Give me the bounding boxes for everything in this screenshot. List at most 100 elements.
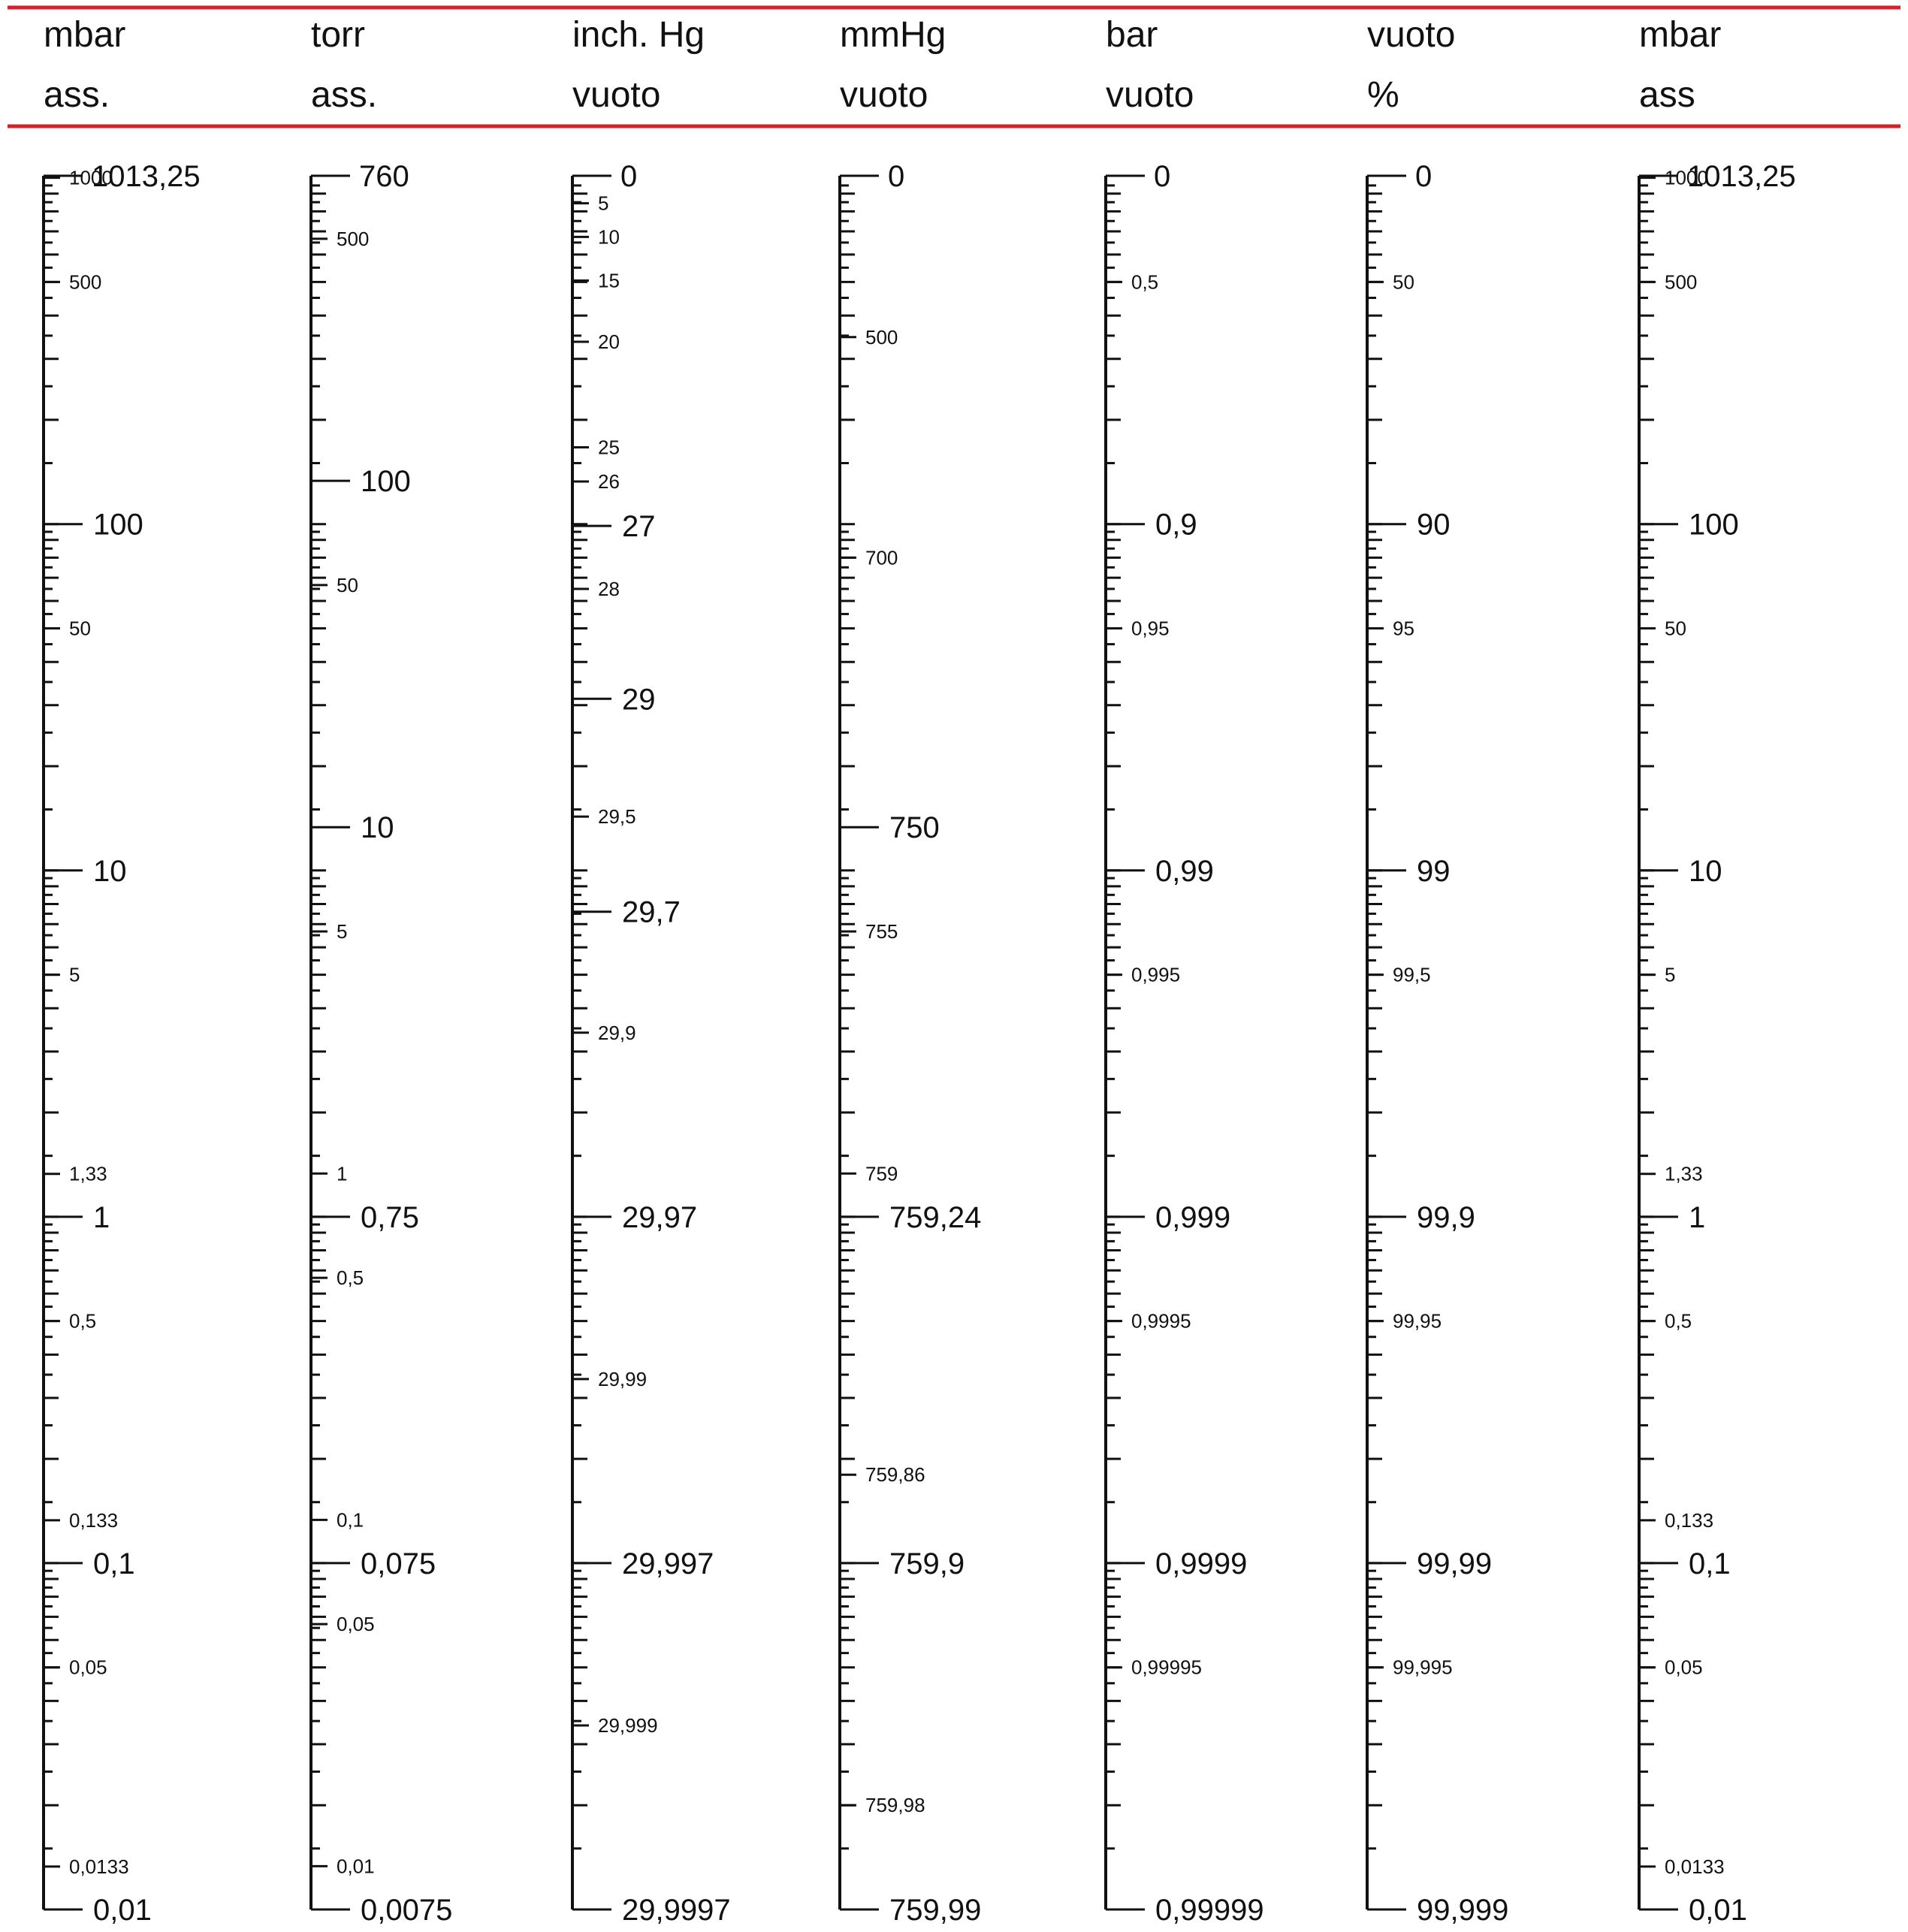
scale-header: mbar <box>1639 15 1721 55</box>
minor-tick-label: 28 <box>598 578 620 600</box>
minor-tick-label: 29,5 <box>598 805 636 828</box>
minor-tick-label: 0,99995 <box>1131 1656 1202 1679</box>
minor-tick-label: 0,995 <box>1131 964 1180 986</box>
minor-tick-label: 5 <box>337 920 347 943</box>
major-tick-label: 759,24 <box>889 1201 981 1234</box>
major-tick-label: 750 <box>889 811 940 844</box>
scale-header: vuoto <box>572 75 660 115</box>
top-value-label: 1013,25 <box>92 160 201 193</box>
major-tick-label: 0,9 <box>1155 509 1197 542</box>
minor-tick-label: 29,999 <box>598 1714 658 1737</box>
major-tick-label: 759,9 <box>889 1547 965 1580</box>
major-tick-label: 29,7 <box>622 896 681 929</box>
major-tick-label: 0,0075 <box>361 1894 452 1927</box>
minor-tick-label: 0,9995 <box>1131 1310 1191 1333</box>
minor-tick-label: 5 <box>1665 964 1675 986</box>
minor-tick-label: 0,01 <box>337 1855 375 1877</box>
minor-tick-label: 0,05 <box>337 1613 375 1635</box>
minor-tick-label: 0,0133 <box>69 1855 129 1878</box>
major-tick-label: 99 <box>1417 855 1451 888</box>
scale-header: inch. Hg <box>572 15 705 55</box>
minor-tick-label: 15 <box>598 269 620 291</box>
scale-header: torr <box>311 15 365 55</box>
major-tick-label: 99,9 <box>1417 1201 1475 1234</box>
top-value-label: 0 <box>1415 160 1432 193</box>
minor-tick-label: 0,95 <box>1131 617 1170 640</box>
minor-tick-label: 0,05 <box>1665 1656 1703 1679</box>
major-tick-label: 1 <box>93 1201 110 1234</box>
minor-tick-label: 0,0133 <box>1665 1855 1725 1878</box>
scale-vacuum-percent: vuoto% 0 90 99 99,9 99,99 99,999 50 95 99,5 99,95 9… <box>1366 15 1508 1927</box>
minor-tick-label: 29,99 <box>598 1368 647 1390</box>
scale-inch-hg-vacuum: inch. Hg vuoto 0 27 29 29,7 29,97 29,997 29,9997… <box>571 15 731 1927</box>
minor-tick-label: 26 <box>598 470 620 493</box>
minor-tick-label: 0,5 <box>1131 270 1158 293</box>
minor-tick-label: 5 <box>69 964 80 986</box>
top-value-label: 1013,25 <box>1687 160 1796 193</box>
minor-tick-label: 759,86 <box>865 1463 925 1486</box>
major-tick-label: 0,075 <box>361 1547 436 1580</box>
minor-tick-label: 0,5 <box>337 1266 364 1289</box>
minor-tick-label: 10 <box>598 225 620 248</box>
minor-tick-label: 50 <box>1393 270 1414 293</box>
major-tick-label: 0,99 <box>1155 855 1214 888</box>
scale-header: mmHg <box>840 15 946 55</box>
scale-header: ass. <box>311 75 377 115</box>
scale-header: % <box>1367 75 1399 115</box>
scale-mbar-abs-left: mbar ass. 1013,25 100 10 1 0,1 0,01 1000 500 50 5 1,… <box>42 15 201 1927</box>
major-tick-label: 100 <box>361 465 411 498</box>
minor-tick-label: 1,33 <box>69 1163 107 1185</box>
minor-tick-label: 755 <box>865 920 898 943</box>
minor-tick-label: 1 <box>337 1162 347 1185</box>
major-tick-label: 29,997 <box>622 1547 714 1580</box>
minor-tick-label: 0,1 <box>337 1508 364 1531</box>
minor-tick-label: 1,33 <box>1665 1163 1703 1185</box>
major-tick-label: 29 <box>622 683 656 716</box>
major-tick-label: 99,99 <box>1417 1547 1492 1580</box>
major-tick-label: 10 <box>93 855 127 888</box>
scale-mbar-abs-right: mbar ass 1013,25 100 10 1 0,1 0,01 1000 500 50 5 1,3… <box>1638 15 1796 1927</box>
minor-tick-label: 500 <box>1665 270 1697 293</box>
minor-tick-label: 500 <box>69 270 101 293</box>
scale-mmhg-vacuum: mmHg vuoto 0 750 759,24 759,9 759,99 500 700 755 7… <box>838 15 981 1927</box>
major-tick-label: 0,1 <box>1689 1547 1731 1580</box>
minor-tick-label: 50 <box>337 574 358 596</box>
minor-tick-label: 0,133 <box>1665 1509 1713 1532</box>
minor-tick-label: 50 <box>69 617 91 640</box>
major-tick-label: 0,01 <box>93 1894 152 1927</box>
major-tick-label: 100 <box>1689 509 1739 542</box>
minor-tick-label: 99,995 <box>1393 1656 1453 1679</box>
scale-torr-abs: torr ass. 760 100 10 0,75 0,075 0,0075 500 50 5 1 0,… <box>309 15 452 1927</box>
major-tick-label: 10 <box>1689 855 1722 888</box>
major-tick-label: 100 <box>93 509 143 542</box>
minor-tick-label: 500 <box>337 228 369 250</box>
minor-tick-label: 29,9 <box>598 1022 636 1044</box>
major-tick-label: 0,1 <box>93 1547 135 1580</box>
major-tick-label: 10 <box>361 811 394 844</box>
scale-header: mbar <box>44 15 125 55</box>
scale-header: ass. <box>44 75 110 115</box>
minor-tick-label: 25 <box>598 436 620 459</box>
top-value-label: 760 <box>359 160 409 193</box>
top-value-label: 0 <box>620 160 637 193</box>
major-tick-label: 29,97 <box>622 1201 697 1234</box>
minor-tick-label: 5 <box>598 192 608 215</box>
top-value-label: 0 <box>1154 160 1170 193</box>
major-tick-label: 0,75 <box>361 1201 419 1234</box>
major-tick-label: 29,9997 <box>622 1894 731 1927</box>
minor-tick-label: 0,5 <box>69 1310 96 1333</box>
minor-tick-label: 500 <box>865 326 898 349</box>
major-tick-label: 0,999 <box>1155 1201 1230 1234</box>
major-tick-label: 90 <box>1417 509 1451 542</box>
minor-tick-label: 700 <box>865 546 898 569</box>
minor-tick-label: 0,133 <box>69 1509 118 1532</box>
minor-tick-label: 0,05 <box>69 1656 107 1679</box>
minor-tick-label: 1000 <box>69 167 113 189</box>
scale-header: vuoto <box>840 75 928 115</box>
minor-tick-label: 759,98 <box>865 1794 925 1816</box>
major-tick-label: 27 <box>622 510 656 543</box>
major-tick-label: 0,01 <box>1689 1894 1747 1927</box>
minor-tick-label: 0,5 <box>1665 1310 1692 1333</box>
minor-tick-label: 759 <box>865 1162 898 1185</box>
